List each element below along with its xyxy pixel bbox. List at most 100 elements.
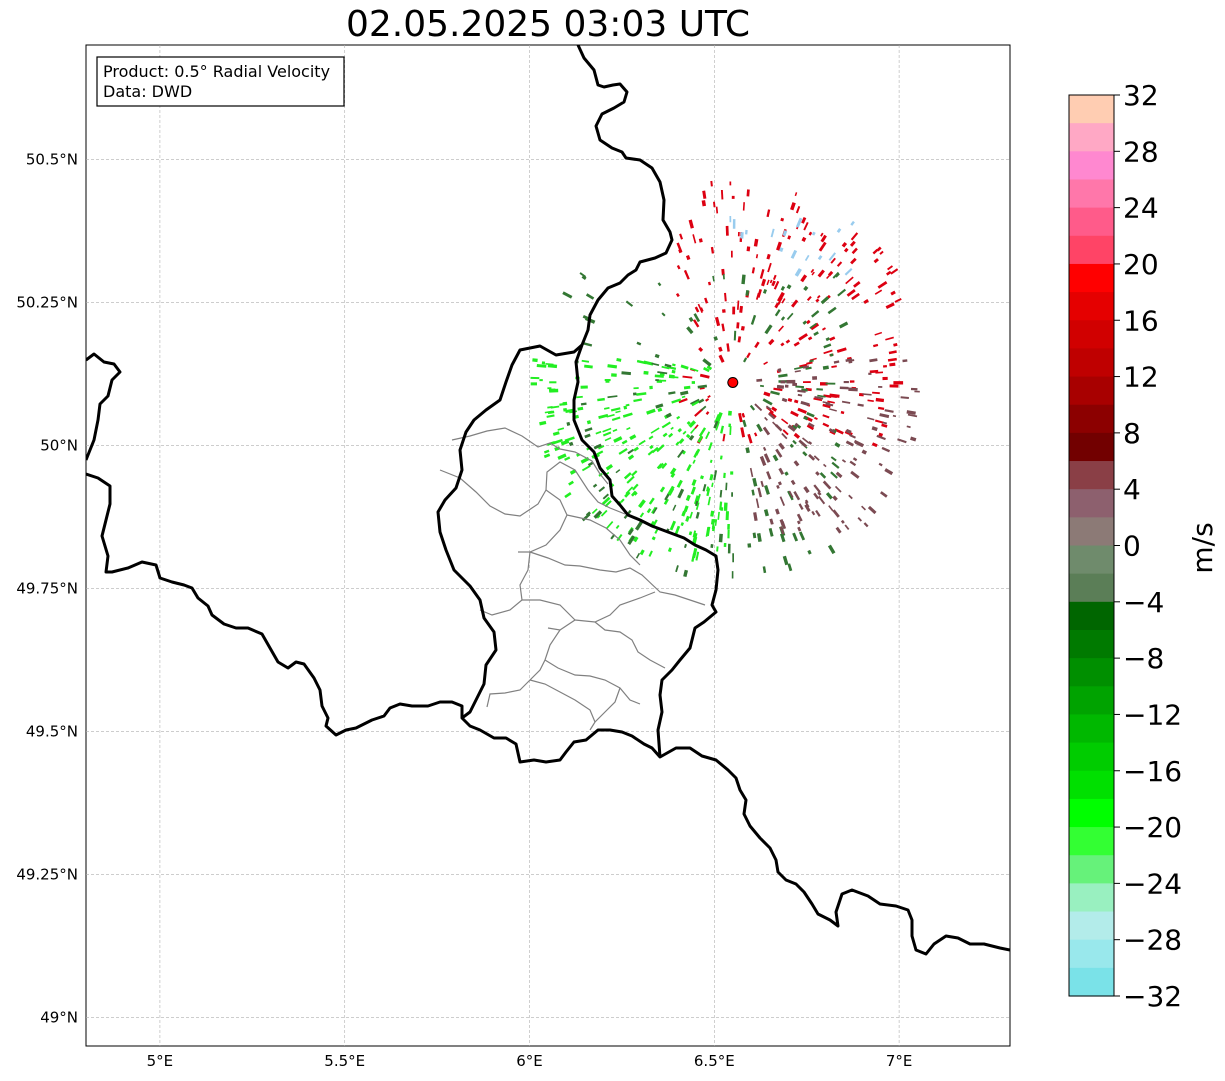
echo-brown-mauve <box>818 495 826 505</box>
echo-inbound-green <box>606 413 615 418</box>
echo-brown-mauve <box>749 467 754 478</box>
echo-inbound-green <box>723 472 726 479</box>
colorbar-segment <box>1069 151 1114 181</box>
echo-dark-green <box>581 275 587 280</box>
echo-brown-mauve <box>867 505 877 515</box>
echo-brown-mauve <box>902 359 908 363</box>
echo-dark-green <box>751 489 755 496</box>
colorbar-tick-label: 4 <box>1123 473 1141 506</box>
echo-outbound-red <box>806 424 815 431</box>
echo-dark-green <box>632 392 637 396</box>
echo-brown-mauve <box>798 503 804 511</box>
echo-inbound-green <box>695 502 700 510</box>
echo-dark-green <box>762 398 773 406</box>
echo-outbound-red <box>850 257 857 265</box>
echo-dark-green <box>688 316 694 323</box>
echo-outbound-red <box>742 202 745 211</box>
echo-dark-green <box>837 288 847 297</box>
echo-inbound-green <box>705 431 711 440</box>
echo-inbound-green <box>691 479 697 486</box>
echo-outbound-red <box>888 350 897 355</box>
echo-dark-green <box>627 528 634 536</box>
echo-inbound-green <box>663 498 669 505</box>
echo-dark-green <box>668 391 676 395</box>
echo-outbound-red <box>726 343 730 352</box>
echo-outbound-red <box>793 432 801 439</box>
echo-outbound-red <box>713 201 716 208</box>
echo-brown-mauve <box>857 517 863 522</box>
echo-outbound-red <box>701 200 707 207</box>
colorbar-segment <box>1069 883 1114 913</box>
echo-outbound-red <box>822 403 831 409</box>
echo-outbound-red <box>841 241 848 248</box>
echo-dark-green <box>580 402 587 406</box>
echo-outbound-red <box>676 265 681 270</box>
echo-dark-green <box>593 510 603 519</box>
echo-inbound-green <box>729 426 732 435</box>
echo-outbound-red <box>692 234 697 244</box>
echo-light-blue <box>811 231 816 236</box>
echo-brown-mauve <box>757 487 763 498</box>
echo-dark-green <box>686 326 694 335</box>
echo-dark-green <box>725 482 728 491</box>
lat-tick-label: 49.75°N <box>16 579 78 597</box>
echo-brown-mauve <box>817 491 822 496</box>
echo-outbound-red <box>867 399 874 403</box>
echo-brown-mauve <box>775 448 783 458</box>
echo-inbound-green <box>532 358 538 363</box>
echo-inbound-green <box>649 444 654 450</box>
echo-inbound-green <box>725 511 729 521</box>
echo-inbound-green <box>711 482 714 488</box>
echo-inbound-green <box>623 405 628 410</box>
echo-dark-green <box>615 469 621 474</box>
echo-inbound-green <box>607 364 618 369</box>
echo-brown-mauve <box>882 421 888 425</box>
colorbar-tick-label: −16 <box>1123 755 1182 788</box>
echo-dark-green <box>807 549 812 555</box>
echo-inbound-green <box>544 410 553 414</box>
echo-outbound-red <box>887 357 897 362</box>
colorbar-segment <box>1069 827 1114 856</box>
colorbar-tick-label: 16 <box>1123 304 1159 337</box>
echo-brown-mauve <box>861 449 868 455</box>
echo-dark-green <box>787 563 793 572</box>
echo-light-blue <box>828 252 836 261</box>
colorbar-segment <box>1069 376 1114 406</box>
echo-inbound-green <box>643 360 654 366</box>
echo-dark-green <box>688 434 695 441</box>
echo-outbound-red <box>831 365 837 369</box>
echo-brown-mauve <box>780 521 787 530</box>
echo-brown-mauve <box>867 417 875 421</box>
echo-inbound-green <box>576 395 583 399</box>
echo-outbound-red <box>830 257 836 264</box>
echo-outbound-red <box>720 189 724 200</box>
echo-outbound-red <box>778 325 784 332</box>
echo-inbound-green <box>564 492 572 499</box>
echo-brown-mauve <box>833 360 840 364</box>
echo-inbound-green <box>706 365 713 371</box>
echo-inbound-green <box>598 413 609 419</box>
colorbar-tick-label: −32 <box>1123 980 1182 1013</box>
echo-inbound-green <box>616 533 623 542</box>
echo-outbound-red <box>753 238 759 247</box>
echo-inbound-green <box>676 479 683 488</box>
echo-light-blue <box>782 230 788 237</box>
echo-outbound-red <box>803 221 809 231</box>
echo-outbound-red <box>873 258 879 264</box>
echo-inbound-green <box>669 520 677 531</box>
echo-outbound-red <box>853 281 861 288</box>
echo-outbound-red <box>879 250 884 255</box>
echo-inbound-green <box>667 485 675 496</box>
echo-outbound-red <box>724 292 727 302</box>
echo-brown-mauve <box>839 386 849 390</box>
echo-brown-mauve <box>766 471 772 480</box>
echo-brown-mauve <box>775 508 780 515</box>
echo-brown-mauve <box>897 438 907 444</box>
echo-outbound-red <box>751 267 756 274</box>
echo-inbound-green <box>680 364 689 370</box>
echo-inbound-green <box>557 453 567 460</box>
echo-inbound-green <box>615 524 620 530</box>
echo-dark-green <box>655 379 659 382</box>
echo-light-blue <box>817 255 823 261</box>
echo-outbound-red <box>893 381 904 385</box>
